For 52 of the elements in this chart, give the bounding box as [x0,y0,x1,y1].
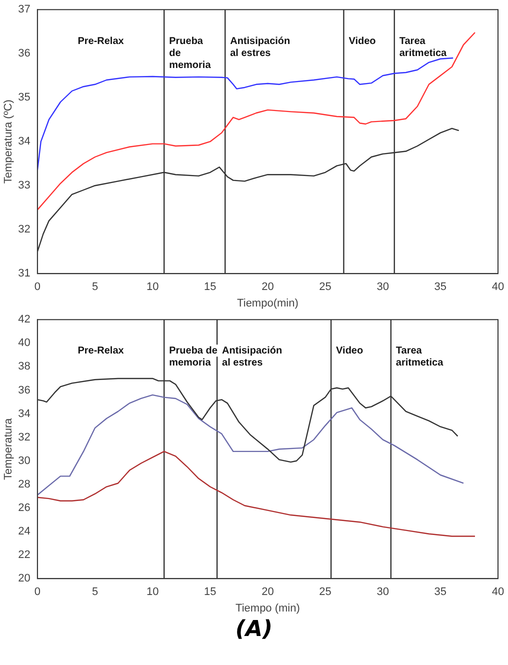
y-tick-label: 26 [18,502,30,514]
y-tick-label: 32 [18,224,30,236]
y-tick-label: 35 [18,92,30,104]
y-tick-label: 28 [18,478,30,490]
annotation: Tarea aritmetica [399,36,448,60]
y-tick-label: 33 [18,180,30,192]
y-tick-label: 34 [18,408,30,420]
annotation: Antisipación al estres [230,36,290,60]
y-tick-label: 31 [18,268,30,280]
y-tick-label: 24 [18,526,30,538]
x-tick-label: 30 [376,586,389,598]
x-tick-label: 15 [204,586,216,598]
y-tick-label: 30 [18,454,30,467]
x-tick-label: 0 [34,586,40,598]
y-tick-label: 40 [18,337,30,350]
y-tick-label: 42 [18,314,30,326]
x-axis-title: Tiempo(min) [237,297,298,310]
x-tick-label: 10 [146,586,159,598]
y-axis-title: Temperatura [2,417,15,480]
x-axis-title: Tiempo (min) [236,602,300,614]
x-tick-label: 40 [492,281,504,294]
y-tick-label: 34 [18,136,30,148]
y-tick-label: 36 [18,384,30,396]
annotation: Video [348,36,376,48]
x-tick-label: 15 [204,281,216,294]
annotation: Pre-Relax [78,345,124,356]
y-tick-label: 32 [18,431,30,444]
x-tick-label: 25 [319,586,332,598]
x-tick-label: 25 [319,281,332,294]
x-tick-label: 35 [434,281,447,294]
x-tick-label: 40 [492,586,504,598]
y-tick-label: 20 [18,572,30,585]
x-tick-label: 5 [92,281,98,294]
y-tick-label: 37 [18,4,30,16]
x-tick-label: 5 [92,586,98,598]
y-axis-title: Temperatura (ºC) [2,100,15,184]
annotation: Tarea aritmetica [396,345,444,368]
annotation: Prueba de memoria [169,345,218,368]
x-tick-label: 20 [262,281,274,294]
y-tick-label: 38 [18,360,30,373]
x-tick-label: 0 [34,281,40,294]
annotation: Video [336,345,364,356]
annotation: Pre-Relax [78,36,124,48]
annotation: Prueba de memoria [169,36,212,72]
x-tick-label: 35 [434,586,447,598]
text: (A) [234,617,274,642]
x-tick-label: 30 [376,281,389,294]
annotation: Antisipación al estres [222,345,282,368]
y-tick-label: 22 [18,549,30,562]
x-tick-label: 10 [146,281,159,294]
x-tick-label: 20 [262,586,274,598]
y-tick-label: 36 [18,48,30,60]
